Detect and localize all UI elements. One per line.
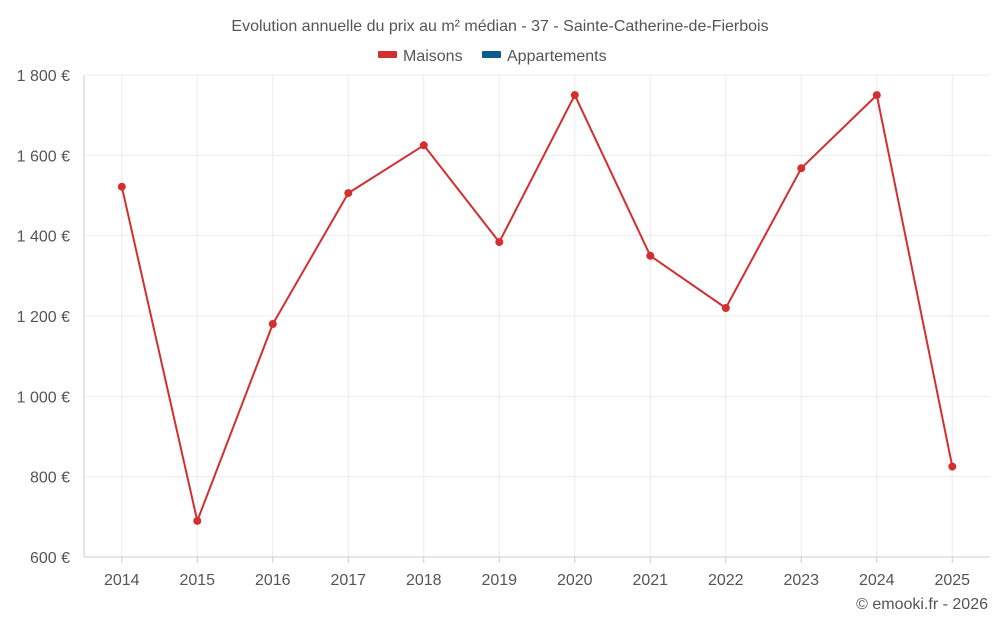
data-point-2023[interactable] <box>797 164 806 173</box>
y-tick-label: 800 € <box>30 470 70 487</box>
x-tick-label: 2022 <box>708 572 744 589</box>
legend-label-appartements[interactable]: Appartements <box>507 48 607 65</box>
y-tick-label: 1 600 € <box>17 148 70 165</box>
x-tick-label: 2015 <box>179 572 215 589</box>
series-line-maisons <box>120 94 954 522</box>
legend-swatch-maisons <box>378 51 397 58</box>
data-point-2015[interactable] <box>193 516 202 525</box>
x-tick-label: 2020 <box>557 572 593 589</box>
data-point-2022[interactable] <box>721 304 730 312</box>
x-tick-label: 2024 <box>859 572 895 589</box>
data-point-2020[interactable] <box>570 91 579 100</box>
data-point-2024[interactable] <box>872 91 881 100</box>
y-tick-label: 600 € <box>30 550 70 567</box>
credit-text: © emooki.fr - 2026 <box>856 596 988 613</box>
data-point-2025[interactable] <box>948 462 957 471</box>
y-tick-label: 1 800 € <box>17 68 70 85</box>
x-axis: 2014 2015 2016 2017 2018 2019 2020 2021 2022 2023… <box>84 556 990 589</box>
y-axis: 600 € 800 € 1 000 € 1 200 € 1 400 € 1 600 € 1 … <box>17 68 85 567</box>
data-point-2016[interactable] <box>268 320 277 328</box>
x-tick-label: 2025 <box>934 572 970 589</box>
x-tick-label: 2016 <box>255 572 291 589</box>
data-point-2014[interactable] <box>117 182 126 191</box>
x-tick-label: 2017 <box>330 572 366 589</box>
data-point-2017[interactable] <box>344 189 353 198</box>
x-tick-label: 2021 <box>632 572 668 589</box>
chart-title: Evolution annuelle du prix au m² médian … <box>231 18 768 35</box>
grid <box>84 74 990 557</box>
x-tick-label: 2014 <box>104 572 140 589</box>
data-point-2021[interactable] <box>646 251 655 260</box>
x-tick-label: 2018 <box>406 572 442 589</box>
series-layer <box>117 91 957 525</box>
legend: Maisons Appartements <box>378 48 607 65</box>
legend-swatch-appartements <box>482 51 501 58</box>
y-tick-label: 1 000 € <box>17 389 70 406</box>
x-tick-label: 2023 <box>783 572 819 589</box>
y-tick-label: 1 400 € <box>17 229 70 246</box>
legend-label-maisons[interactable]: Maisons <box>403 48 463 65</box>
y-tick-label: 1 200 € <box>17 309 70 326</box>
data-point-2018[interactable] <box>419 141 428 150</box>
x-tick-label: 2019 <box>481 572 517 589</box>
data-point-2019[interactable] <box>495 238 504 247</box>
